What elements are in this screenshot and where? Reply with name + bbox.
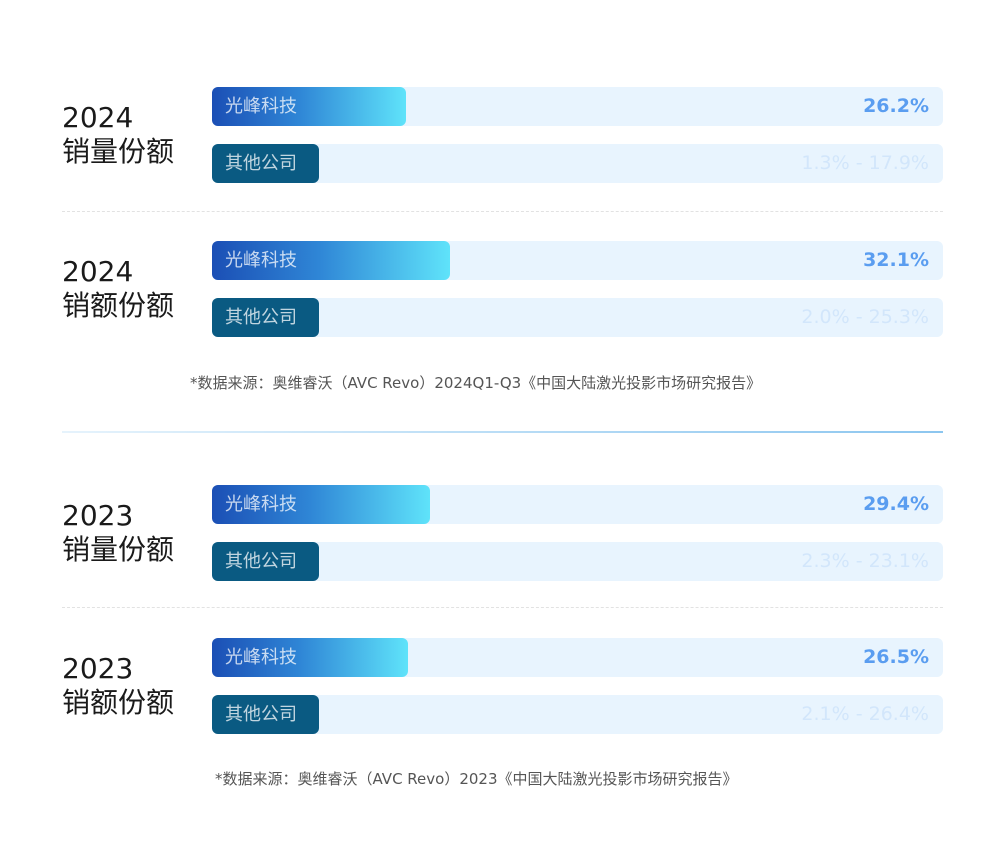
share-group: 2023 销额份额 光峰科技 26.5% 其他公司 2.1% - 26.4%	[0, 638, 1000, 738]
data-label: 29.4%	[863, 493, 929, 515]
bar-label: 光峰科技	[225, 96, 297, 117]
share-group: 2024 销额份额 光峰科技 32.1% 其他公司 2.0% - 25.3%	[0, 241, 1000, 341]
year-label: 2023	[62, 499, 134, 532]
bar-label: 光峰科技	[225, 494, 297, 515]
other-bar: 其他公司	[212, 144, 319, 183]
metric-label: 销量份额	[62, 135, 175, 168]
data-label: 2.3% - 23.1%	[801, 550, 929, 572]
metric-label: 销量份额	[62, 533, 175, 566]
main-bar: 光峰科技	[212, 638, 409, 677]
metric-label: 销额份额	[62, 686, 175, 719]
main-bar: 光峰科技	[212, 87, 406, 126]
group-label: 2023 销量份额	[62, 499, 174, 567]
data-label: 1.3% - 17.9%	[801, 152, 929, 174]
bar-label: 其他公司	[225, 307, 297, 328]
other-bar: 其他公司	[212, 695, 319, 734]
divider	[62, 211, 943, 212]
metric-label: 销额份额	[62, 289, 175, 322]
bar-label: 光峰科技	[225, 250, 297, 271]
other-bar-track: 其他公司 1.3% - 17.9%	[212, 144, 943, 183]
group-label: 2024 销量份额	[62, 101, 174, 169]
divider	[62, 607, 943, 608]
data-label: 26.5%	[863, 646, 929, 668]
year-label: 2023	[62, 652, 134, 685]
data-label: 26.2%	[863, 95, 929, 117]
bar-label: 其他公司	[225, 704, 297, 725]
data-label: 2.1% - 26.4%	[801, 703, 929, 725]
share-group: 2024 销量份额 光峰科技 26.2% 其他公司 1.3% - 17.9%	[0, 87, 1000, 187]
group-label: 2023 销额份额	[62, 652, 174, 720]
main-bar-track: 光峰科技 32.1%	[212, 241, 943, 280]
main-bar: 光峰科技	[212, 485, 430, 524]
other-bar-track: 其他公司 2.1% - 26.4%	[212, 695, 943, 734]
data-label: 2.0% - 25.3%	[801, 306, 929, 328]
other-bar: 其他公司	[212, 542, 319, 581]
bar-label: 光峰科技	[225, 647, 297, 668]
main-bar-track: 光峰科技 26.2%	[212, 87, 943, 126]
year-label: 2024	[62, 101, 134, 134]
main-bar-track: 光峰科技 29.4%	[212, 485, 943, 524]
year-label: 2024	[62, 255, 134, 288]
group-label: 2024 销额份额	[62, 255, 174, 323]
share-group: 2023 销量份额 光峰科技 29.4% 其他公司 2.3% - 23.1%	[0, 485, 1000, 585]
data-label: 32.1%	[863, 249, 929, 271]
bar-label: 其他公司	[225, 153, 297, 174]
source-note: *数据来源：奥维睿沃（AVC Revo）2023《中国大陆激光投影市场研究报告》	[215, 770, 738, 788]
other-bar-track: 其他公司 2.0% - 25.3%	[212, 298, 943, 337]
section-divider	[62, 431, 943, 433]
main-bar-track: 光峰科技 26.5%	[212, 638, 943, 677]
main-bar: 光峰科技	[212, 241, 450, 280]
other-bar-track: 其他公司 2.3% - 23.1%	[212, 542, 943, 581]
other-bar: 其他公司	[212, 298, 319, 337]
bar-label: 其他公司	[225, 551, 297, 572]
source-note: *数据来源：奥维睿沃（AVC Revo）2024Q1-Q3《中国大陆激光投影市场…	[190, 374, 762, 392]
